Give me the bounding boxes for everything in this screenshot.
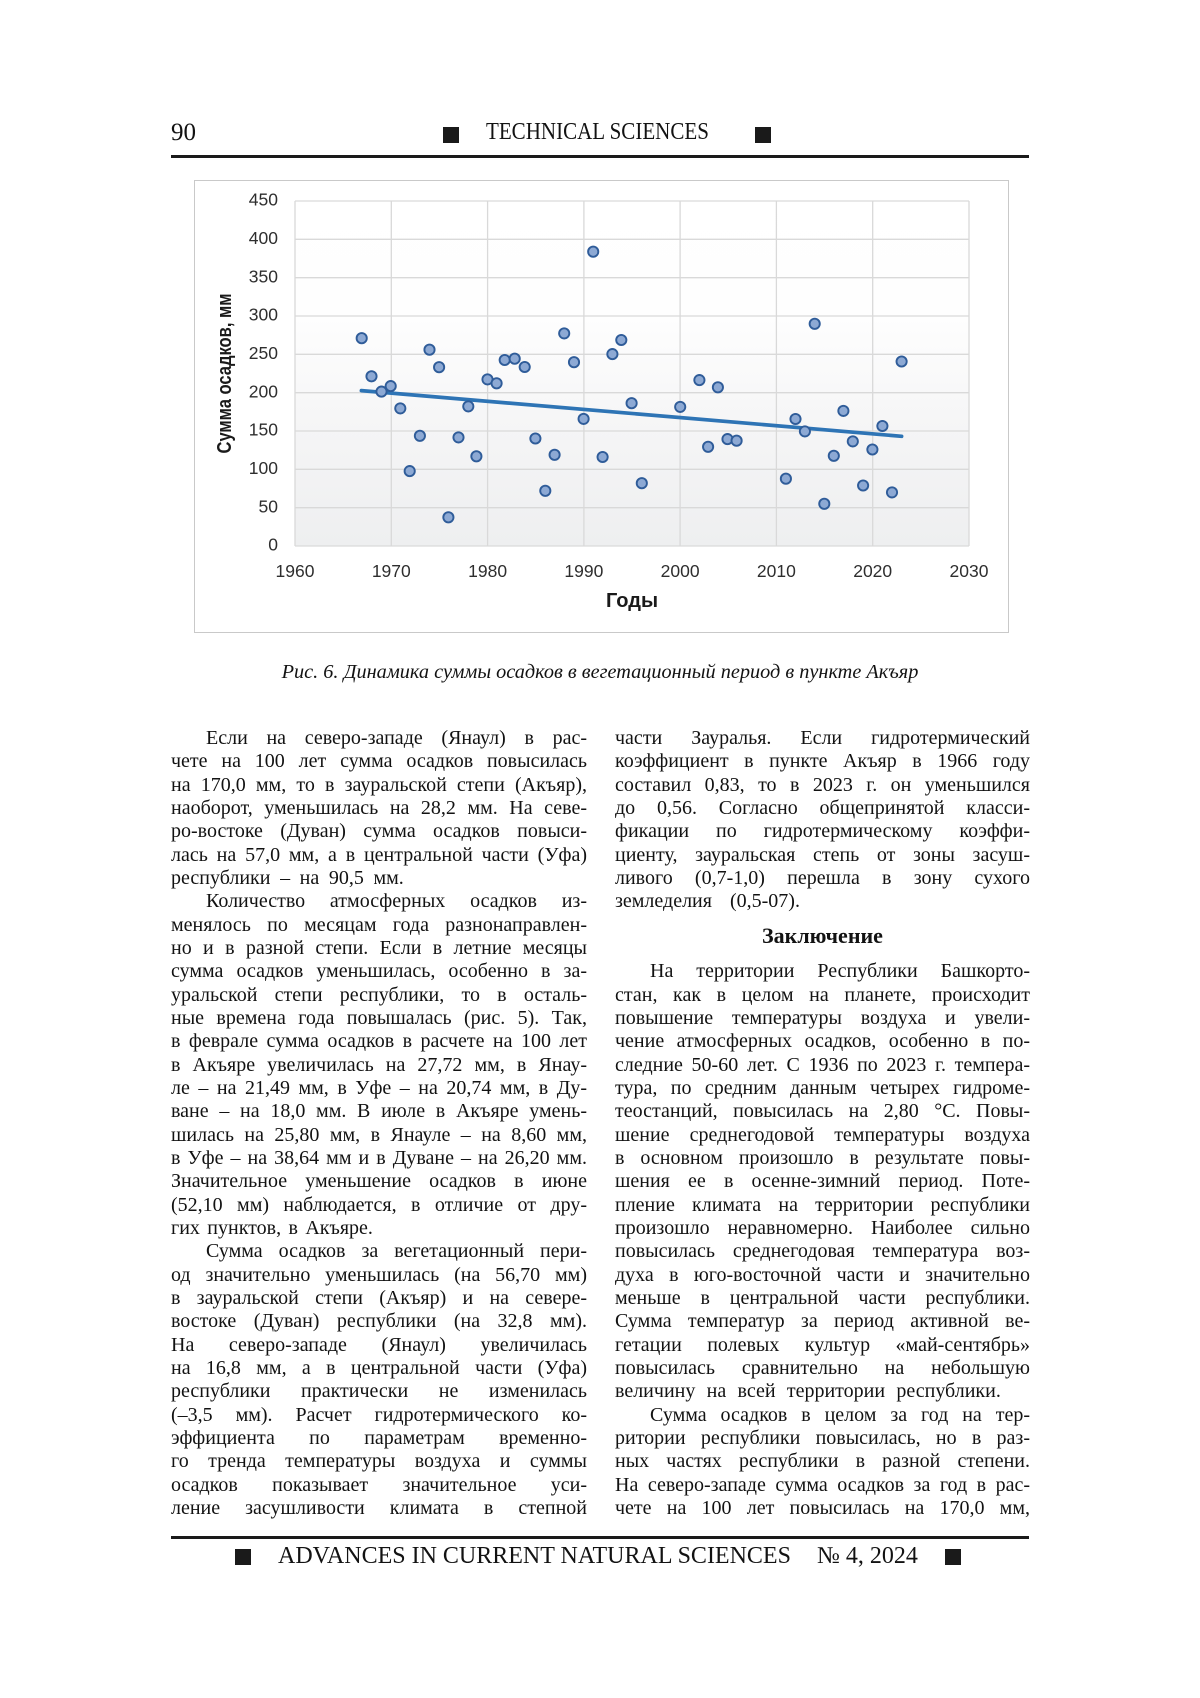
svg-text:1980: 1980 (468, 561, 507, 581)
svg-text:Сумма осадков, мм: Сумма осадков, мм (214, 294, 236, 454)
svg-text:200: 200 (249, 381, 278, 401)
svg-text:50: 50 (259, 496, 279, 516)
svg-text:150: 150 (249, 420, 278, 440)
svg-text:0: 0 (268, 535, 278, 555)
svg-text:1960: 1960 (276, 561, 315, 581)
svg-text:350: 350 (249, 266, 278, 286)
svg-text:Годы: Годы (606, 590, 658, 612)
svg-text:2020: 2020 (853, 561, 892, 581)
svg-text:300: 300 (249, 305, 278, 325)
svg-text:450: 450 (249, 190, 278, 210)
svg-text:1970: 1970 (372, 561, 411, 581)
svg-text:250: 250 (249, 343, 278, 363)
svg-text:2000: 2000 (661, 561, 700, 581)
svg-text:400: 400 (249, 228, 278, 248)
svg-text:2010: 2010 (757, 561, 796, 581)
svg-text:100: 100 (249, 458, 278, 478)
svg-text:1990: 1990 (564, 561, 603, 581)
svg-text:2030: 2030 (950, 561, 989, 581)
